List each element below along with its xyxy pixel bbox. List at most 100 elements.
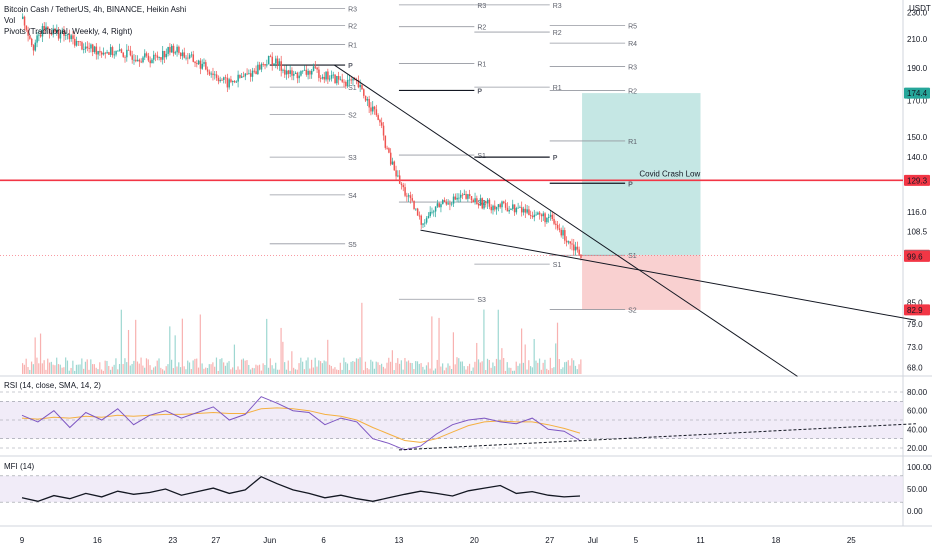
volume-bar [34, 337, 36, 374]
volume-bar [138, 363, 140, 374]
candle-body [47, 26, 49, 30]
volume-bar [83, 368, 85, 374]
volume-bar [52, 364, 54, 374]
candle-body [244, 73, 247, 77]
pivot-label: R4 [628, 41, 637, 48]
candle-body [221, 79, 223, 81]
candle-body [228, 79, 230, 88]
volume-bar [197, 367, 200, 374]
volume-bar [332, 368, 334, 374]
candle-body [196, 63, 198, 65]
candle-body [379, 119, 381, 123]
candle-body [27, 29, 29, 36]
volume-bar [375, 361, 377, 374]
volume-bar [81, 358, 83, 374]
candle-body [224, 77, 227, 79]
volume-bar [262, 363, 264, 374]
candle-body [235, 81, 238, 83]
price-tag-box [904, 87, 930, 99]
candle-body [266, 64, 268, 66]
candle-body [443, 200, 446, 202]
candle-body [174, 52, 177, 54]
pivot-label: R2 [553, 30, 562, 37]
price-tick-label: 85.0 [907, 299, 923, 308]
volume-bar [74, 370, 76, 374]
rsi-tick-label: 80.00 [907, 388, 928, 397]
volume-bar [271, 365, 273, 374]
candle-body [497, 204, 500, 207]
candle-body [147, 55, 150, 61]
chart-legend: Bitcoin Cash / TetherUS, 4h, BINANCE, He… [4, 4, 186, 37]
candle-body [38, 34, 40, 36]
candle-body [316, 67, 318, 70]
candle-body [246, 73, 248, 75]
candle-body [280, 61, 282, 71]
volume-bar [307, 357, 309, 374]
price-tick-label: 140.0 [907, 153, 928, 162]
volume-bar [382, 366, 384, 374]
mfi-label[interactable]: MFI (14) [4, 462, 35, 471]
volume-bar [162, 369, 164, 374]
candle-body [36, 35, 38, 43]
rsi-sma-line [21, 407, 581, 443]
candle-body [267, 55, 270, 65]
volume-bar [357, 358, 359, 374]
candle-body [63, 30, 65, 36]
rsi-tick-label: 40.00 [907, 425, 928, 434]
candle-body [178, 46, 180, 53]
candle-body [438, 203, 440, 208]
volume-bar [386, 362, 388, 374]
candle-body [154, 54, 157, 56]
candle-body [567, 241, 570, 243]
candle-body [571, 243, 573, 245]
candle-body [124, 56, 126, 58]
volume-bar [196, 358, 198, 374]
volume-bar [538, 358, 541, 374]
volume-bar [48, 362, 51, 374]
volume-bar [54, 365, 56, 374]
candle-body [223, 77, 225, 80]
volume-bar [337, 370, 340, 374]
candle-body [302, 70, 304, 72]
symbol-title[interactable]: Bitcoin Cash / TetherUS, 4h, BINANCE, He… [4, 5, 187, 14]
candle-body [361, 85, 363, 90]
volume-bar [294, 369, 297, 374]
volume-bar [226, 362, 228, 374]
volume-bar [393, 370, 395, 374]
volume-bar [542, 362, 544, 374]
volume-bar [258, 364, 261, 374]
volume-label[interactable]: Vol [4, 16, 16, 25]
volume-bar [537, 362, 539, 374]
volume-bar [38, 363, 40, 374]
volume-bar [84, 361, 87, 374]
volume-bar [170, 359, 173, 374]
pivots-label[interactable]: Pivots (Traditional, Weekly, 4, Right) [4, 27, 133, 36]
candle-body [122, 52, 125, 57]
candle-body [339, 79, 342, 81]
volume-bar [57, 364, 60, 374]
candle-body [551, 214, 554, 219]
volume-bar [276, 369, 279, 374]
volume-bar [240, 359, 243, 374]
volume-bar [160, 367, 162, 374]
candle-body [416, 208, 419, 216]
candle-body [526, 209, 528, 213]
candle-body [558, 228, 561, 230]
candle-body [547, 216, 550, 218]
rsi-label[interactable]: RSI (14, close, SMA, 14, 2) [4, 381, 101, 390]
candle-body [269, 55, 272, 57]
volume-bar [345, 362, 347, 374]
mfi-tick-label: 0.00 [907, 507, 923, 516]
candle-body [253, 70, 256, 72]
candle-body [553, 218, 555, 224]
mfi-tick-label: 100.00 [907, 463, 932, 472]
candle-body [494, 205, 496, 210]
volume-bar [108, 365, 110, 374]
price-tick-label: 210.0 [907, 35, 928, 44]
candle-body [386, 147, 388, 149]
pivot-label: R3 [553, 3, 562, 10]
candle-body [398, 175, 401, 184]
candle-body [336, 76, 338, 84]
volume-bar [27, 367, 29, 374]
